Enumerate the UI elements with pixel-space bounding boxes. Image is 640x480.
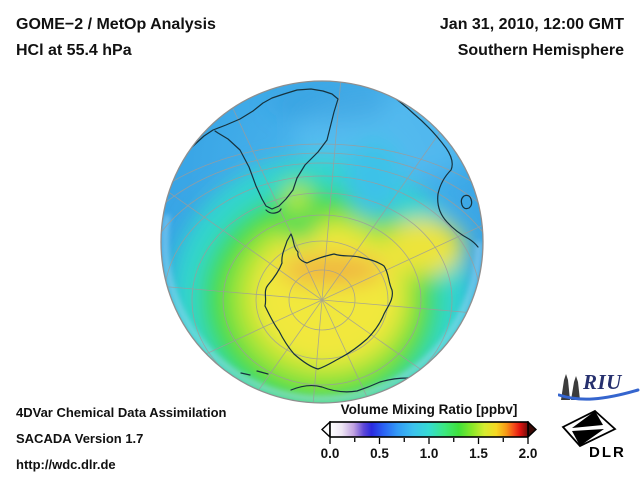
species-level-label: HCl at 55.4 hPa	[16, 42, 132, 59]
dlr-logo-text: DLR	[589, 444, 626, 461]
colorbar-tick-label: 1.0	[419, 446, 439, 461]
dlr-emblem-icon	[561, 409, 617, 448]
coastlines	[182, 86, 479, 393]
map-data-field	[161, 81, 483, 403]
website-url: http://wdc.dlr.de	[16, 457, 116, 472]
colorbar-gradient	[321, 421, 537, 444]
colorbar-tick-label: 0.0	[320, 446, 340, 461]
colorbar-tick-marks	[329, 438, 529, 444]
version-label: SACADA Version 1.7	[16, 431, 144, 446]
colorbar-tick-labels: 0.0 0.5 1.0 1.5 2.0	[320, 446, 538, 462]
header-right: Jan 31, 2010, 12:00 GMT Southern Hemisph…	[440, 12, 624, 64]
colorbar-tick-label: 2.0	[518, 446, 538, 461]
product-title: GOME−2 / MetOp Analysis	[16, 16, 216, 33]
colorbar-right-arrow-icon	[527, 421, 537, 439]
riu-cathedral-icon	[561, 374, 580, 400]
assimilation-label: 4DVar Chemical Data Assimilation	[16, 405, 227, 420]
colorbar-tick-label: 0.5	[370, 446, 389, 461]
graticule	[161, 81, 483, 403]
riu-logo-text: RIU	[583, 370, 622, 394]
riu-wave-icon	[558, 388, 640, 401]
colorbar-tick-label: 1.5	[469, 446, 488, 461]
globe-limb	[160, 80, 484, 404]
hemisphere-label: Southern Hemisphere	[457, 42, 624, 59]
colorbar-title: Volume Mixing Ratio [ppbv]	[340, 402, 518, 417]
colorbar-left-arrow-icon	[321, 421, 331, 439]
footer-credits: 4DVar Chemical Data Assimilation SACADA …	[16, 400, 227, 478]
datetime-label: Jan 31, 2010, 12:00 GMT	[439, 16, 624, 33]
header-left: GOME−2 / MetOp Analysis HCl at 55.4 hPa	[16, 12, 216, 64]
colorbar: Volume Mixing Ratio [ppbv]	[320, 402, 538, 462]
